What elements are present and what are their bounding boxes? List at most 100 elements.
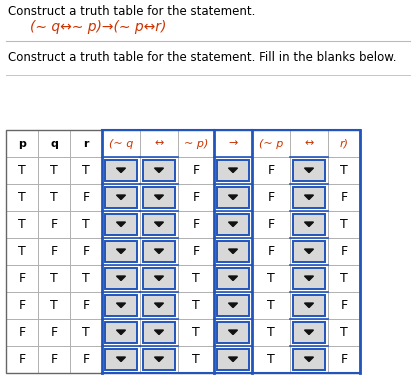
- Bar: [105, 322, 137, 343]
- Bar: [214, 265, 252, 292]
- Bar: [290, 265, 328, 292]
- Bar: [214, 211, 252, 238]
- Text: F: F: [340, 353, 347, 366]
- Polygon shape: [116, 168, 126, 173]
- Bar: [140, 157, 178, 184]
- Polygon shape: [116, 222, 126, 226]
- Bar: [6, 184, 38, 211]
- Text: F: F: [50, 353, 57, 366]
- Text: T: T: [267, 326, 275, 339]
- Bar: [214, 346, 252, 373]
- Bar: [140, 265, 178, 292]
- Bar: [217, 241, 249, 262]
- Bar: [328, 211, 360, 238]
- Bar: [102, 211, 140, 238]
- Text: T: T: [82, 164, 90, 177]
- Bar: [6, 157, 38, 184]
- Bar: [252, 211, 290, 238]
- Bar: [140, 130, 178, 157]
- Text: T: T: [340, 218, 348, 231]
- Text: F: F: [267, 245, 275, 258]
- Bar: [252, 346, 290, 373]
- Bar: [178, 292, 214, 319]
- Bar: [143, 322, 175, 343]
- Bar: [102, 292, 140, 319]
- Bar: [252, 130, 290, 157]
- Text: T: T: [192, 299, 200, 312]
- Bar: [38, 211, 70, 238]
- Bar: [6, 292, 38, 319]
- Text: T: T: [18, 245, 26, 258]
- Polygon shape: [154, 330, 163, 335]
- Bar: [143, 268, 175, 289]
- Bar: [143, 160, 175, 181]
- Text: F: F: [18, 299, 25, 312]
- Bar: [217, 214, 249, 235]
- Polygon shape: [228, 222, 238, 226]
- Bar: [70, 292, 102, 319]
- Text: F: F: [340, 245, 347, 258]
- Bar: [328, 346, 360, 373]
- Text: q: q: [50, 138, 58, 149]
- Bar: [105, 295, 137, 316]
- Polygon shape: [116, 330, 126, 335]
- Bar: [290, 157, 328, 184]
- Bar: [328, 292, 360, 319]
- Bar: [178, 346, 214, 373]
- Polygon shape: [154, 195, 163, 200]
- Bar: [102, 319, 140, 346]
- Bar: [290, 292, 328, 319]
- Polygon shape: [228, 303, 238, 308]
- Bar: [38, 292, 70, 319]
- Text: T: T: [18, 164, 26, 177]
- Bar: [214, 238, 252, 265]
- Text: T: T: [18, 218, 26, 231]
- Text: T: T: [340, 272, 348, 285]
- Text: F: F: [82, 245, 89, 258]
- Bar: [70, 157, 102, 184]
- Polygon shape: [305, 195, 314, 200]
- Text: T: T: [50, 191, 58, 204]
- Bar: [6, 346, 38, 373]
- Polygon shape: [305, 357, 314, 361]
- Polygon shape: [154, 303, 163, 308]
- Bar: [293, 322, 325, 343]
- Bar: [140, 319, 178, 346]
- Text: T: T: [267, 272, 275, 285]
- Text: F: F: [82, 353, 89, 366]
- Bar: [38, 184, 70, 211]
- Bar: [6, 211, 38, 238]
- Text: Construct a truth table for the statement.: Construct a truth table for the statemen…: [8, 5, 255, 18]
- Text: F: F: [50, 218, 57, 231]
- Bar: [102, 238, 140, 265]
- Bar: [102, 265, 140, 292]
- Text: ~ p): ~ p): [184, 138, 208, 149]
- Bar: [140, 292, 178, 319]
- Bar: [328, 238, 360, 265]
- Text: F: F: [193, 245, 200, 258]
- Bar: [252, 157, 290, 184]
- Polygon shape: [116, 357, 126, 361]
- Polygon shape: [228, 168, 238, 173]
- Text: T: T: [50, 272, 58, 285]
- Bar: [70, 319, 102, 346]
- Bar: [102, 130, 140, 157]
- Text: F: F: [193, 191, 200, 204]
- Bar: [6, 319, 38, 346]
- Bar: [214, 130, 252, 157]
- Polygon shape: [116, 249, 126, 254]
- Text: Construct a truth table for the statement. Fill in the blanks below.: Construct a truth table for the statemen…: [8, 51, 396, 64]
- Bar: [70, 238, 102, 265]
- Bar: [38, 319, 70, 346]
- Bar: [70, 184, 102, 211]
- Text: F: F: [18, 272, 25, 285]
- Text: →: →: [228, 138, 238, 149]
- Text: T: T: [82, 218, 90, 231]
- Bar: [293, 295, 325, 316]
- Bar: [143, 187, 175, 208]
- Bar: [143, 295, 175, 316]
- Bar: [328, 157, 360, 184]
- Bar: [102, 157, 140, 184]
- Bar: [293, 268, 325, 289]
- Bar: [140, 184, 178, 211]
